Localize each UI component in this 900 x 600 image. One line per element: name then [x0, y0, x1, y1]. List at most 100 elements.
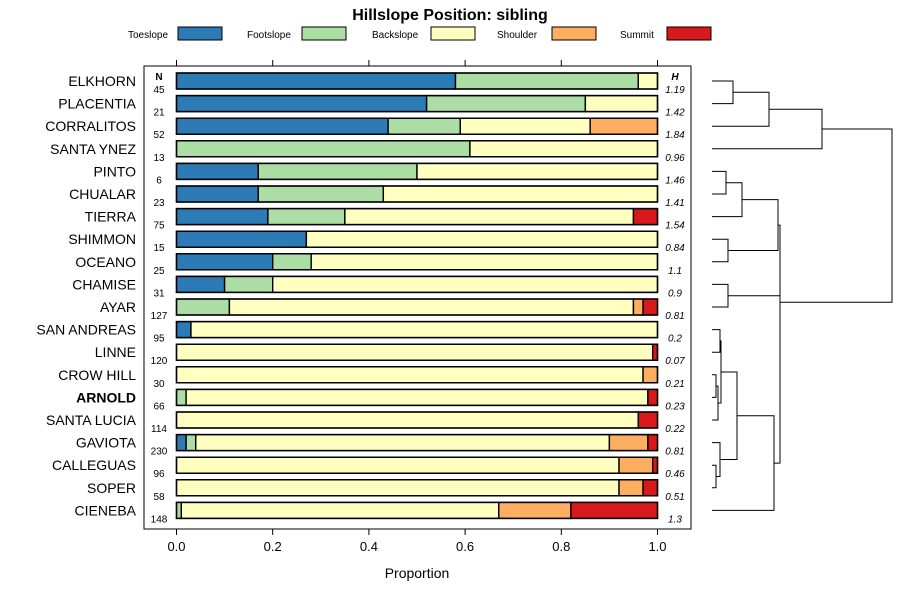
row-label-19: CIENEBA	[75, 502, 137, 518]
legend-swatch-0	[177, 26, 223, 41]
bar-segment-2-shoulder	[589, 117, 659, 135]
bar-segment-18-shoulder	[618, 479, 644, 497]
legend-label-4: Summit	[620, 30, 654, 41]
x-tick-label-4: 0.8	[552, 539, 570, 554]
bar-row-16	[175, 433, 659, 452]
bar-segment-5-backslope	[382, 185, 659, 203]
row-label-16: GAVIOTA	[76, 435, 137, 451]
n-value-2: 52	[153, 130, 165, 141]
chart-title: Hillslope Position: sibling	[352, 7, 548, 24]
n-value-13: 30	[153, 379, 165, 390]
bar-outline-12	[175, 343, 659, 361]
bar-outline-6	[175, 207, 659, 226]
bar-row-14	[175, 388, 659, 407]
bar-segment-17-backslope	[175, 456, 620, 474]
bar-row-5	[175, 185, 659, 203]
n-column: N 45 21 52 13 6 23 75 15 25 31 127 95 120 30 66 114 230 96…	[151, 72, 168, 525]
bar-segment-3-backslope	[469, 140, 659, 158]
h-value-18: 0.51	[665, 492, 684, 503]
h-value-5: 1.41	[665, 198, 684, 209]
row-label-11: SAN ANDREAS	[36, 322, 136, 338]
bar-segment-6-footslope	[267, 207, 346, 226]
row-label-10: AYAR	[100, 299, 136, 315]
row-label-9: CHAMISE	[72, 276, 136, 292]
bar-segment-1-backslope	[584, 94, 659, 113]
h-value-0: 1.19	[665, 85, 685, 96]
n-value-4: 6	[156, 175, 162, 186]
dendro-link-0	[712, 80, 734, 105]
dendro-link-4	[712, 182, 743, 218]
h-value-12: 0.07	[665, 356, 685, 367]
h-value-17: 0.46	[665, 469, 685, 480]
bar-outline-2	[175, 117, 659, 135]
bar-row-2	[175, 117, 659, 135]
n-value-17: 96	[153, 469, 165, 480]
bar-segment-19-summit	[570, 501, 659, 520]
bar-segment-15-backslope	[175, 411, 639, 429]
n-value-11: 95	[153, 334, 165, 345]
h-value-4: 1.46	[665, 175, 685, 186]
row-label-8: OCEANO	[75, 254, 136, 270]
legend-swatch-4	[666, 26, 712, 41]
bar-segment-1-footslope	[425, 94, 587, 113]
bar-segment-12-backslope	[175, 343, 654, 361]
x-tick-label-2: 0.4	[360, 539, 378, 554]
legend: Toeslope Footslope Backslope Shoulder Summit	[128, 26, 712, 41]
bar-segment-4-toeslope	[175, 162, 259, 181]
bar-outline-16	[175, 433, 659, 452]
bar-segment-16-toeslope	[175, 433, 187, 452]
x-tick-label-5: 1.0	[648, 539, 666, 554]
legend-label-2: Backslope	[372, 30, 419, 41]
n-value-1: 21	[153, 108, 165, 119]
bar-row-11	[175, 320, 659, 339]
bar-segment-18-backslope	[175, 479, 620, 497]
h-value-14: 0.23	[665, 401, 685, 412]
legend-swatch-3	[551, 26, 597, 41]
n-value-10: 127	[151, 311, 168, 322]
bar-outline-3	[175, 140, 659, 158]
row-label-15: SANTA LUCIA	[46, 412, 137, 428]
bar-segment-0-footslope	[454, 72, 639, 90]
dendro-link-18	[780, 128, 893, 303]
dendro-link-2	[712, 108, 823, 150]
dendro-link-7	[712, 283, 729, 308]
bar-segment-2-toeslope	[175, 117, 389, 135]
bar-segment-16-footslope	[185, 433, 197, 452]
bar-outline-15	[175, 411, 659, 429]
bar-segment-2-backslope	[459, 117, 591, 135]
bar-row-15	[175, 411, 659, 429]
bar-outline-9	[175, 275, 659, 294]
bar-segment-16-shoulder	[608, 433, 649, 452]
dendro-link-15	[712, 415, 775, 511]
bar-segment-0-toeslope	[175, 72, 457, 90]
bar-row-18	[175, 479, 659, 497]
n-value-16: 230	[151, 447, 168, 458]
bar-outline-19	[175, 501, 659, 520]
bar-outline-5	[175, 185, 659, 203]
bar-segment-7-backslope	[305, 230, 659, 248]
bar-outline-11	[175, 320, 659, 339]
bar-outline-14	[175, 388, 659, 407]
bar-segment-10-backslope	[228, 298, 635, 316]
h-header: H	[671, 72, 679, 83]
row-label-17: CALLEGUAS	[52, 457, 136, 473]
bar-outline-10	[175, 298, 659, 316]
row-label-3: SANTA YNEZ	[50, 141, 136, 157]
bar-row-10	[175, 298, 659, 316]
row-label-12: LINNE	[95, 344, 136, 360]
dendro-link-12	[712, 464, 717, 489]
n-value-9: 31	[153, 288, 165, 299]
bar-segment-11-backslope	[190, 320, 659, 339]
bar-outline-18	[175, 479, 659, 497]
bar-row-0	[175, 72, 659, 90]
bar-row-3	[175, 140, 659, 158]
bar-segment-0-backslope	[637, 72, 659, 90]
dendro-link-9	[712, 385, 719, 421]
n-value-0: 45	[153, 85, 165, 96]
bar-segment-10-footslope	[175, 298, 231, 316]
n-header: N	[155, 72, 162, 83]
row-labels: ELKHORN PLACENTIA CORRALITOS SANTA YNEZ PINT…	[36, 73, 136, 518]
bar-segment-16-summit	[647, 433, 659, 452]
row-label-6: TIERRA	[85, 209, 137, 225]
